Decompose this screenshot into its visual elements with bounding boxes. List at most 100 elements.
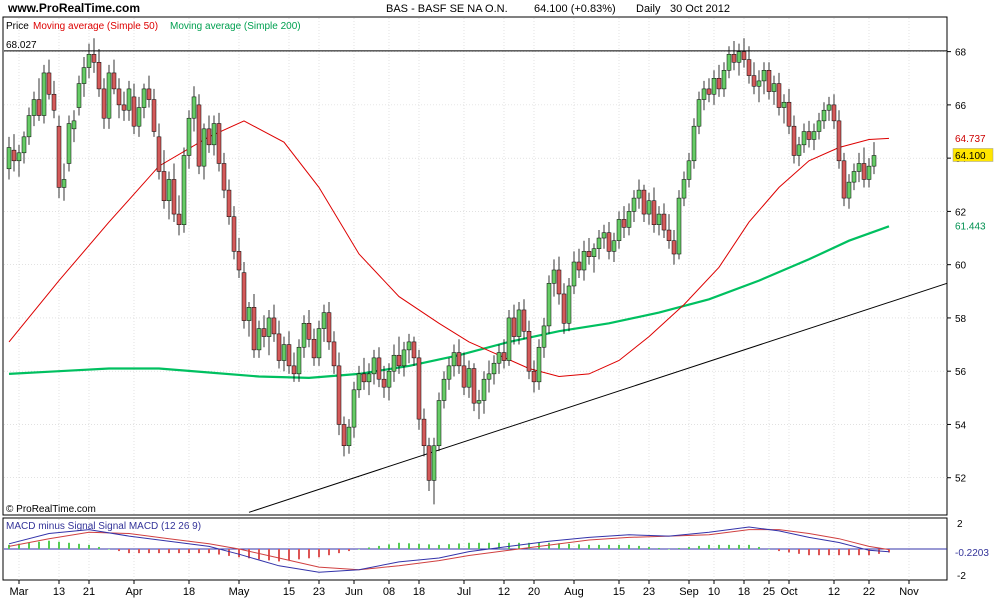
macd-bar [358, 549, 360, 550]
candle [861, 147, 867, 188]
macd-bar [888, 549, 890, 553]
macd-bar [628, 544, 630, 549]
candle-body [406, 341, 412, 351]
candle-body [456, 352, 462, 367]
macd-bar [288, 549, 290, 561]
time-axis: Mar 13 21 Apr 18 May 15 23 Jun 08 18 Jul 12 20 Aug 15 23… [10, 580, 919, 598]
macd-bar [608, 544, 610, 549]
macd-bar [318, 549, 320, 558]
candle [326, 301, 332, 350]
candle-body [96, 62, 102, 90]
candle-body [441, 378, 447, 401]
candle-body [731, 54, 737, 63]
candle [396, 336, 402, 374]
candle-body [281, 344, 287, 361]
macd-axis: 2 -2 -0.2203 [955, 519, 989, 582]
macd-bar [768, 549, 770, 550]
candle [306, 309, 312, 348]
candle [191, 86, 197, 132]
candle-body [131, 96, 137, 127]
macd-bar [568, 543, 570, 549]
candle [616, 211, 622, 249]
candle [301, 315, 307, 358]
candle-body [401, 349, 407, 367]
candle-body [381, 378, 387, 388]
x-tick-label: 22 [863, 586, 875, 598]
candle [501, 339, 507, 369]
candle [141, 83, 147, 119]
macd-bar [388, 544, 390, 549]
macd-value-tag: -0.2203 [955, 548, 989, 559]
candle-body [331, 341, 337, 367]
instrument-name: BAS - BASF SE NA O.N. [386, 3, 508, 15]
candle [656, 206, 662, 236]
macd-bar [808, 549, 810, 556]
candle [241, 262, 247, 329]
candle [351, 381, 357, 438]
candle-body [561, 293, 567, 324]
site-title[interactable]: www.ProRealTime.com [7, 1, 140, 15]
candle-body [571, 261, 577, 287]
candle [51, 80, 57, 119]
candle-body [451, 352, 457, 367]
candle [651, 187, 657, 233]
candle [441, 371, 447, 409]
candle-body [681, 179, 687, 199]
candle [776, 72, 782, 116]
macd-bar [588, 544, 590, 549]
candle-body [751, 75, 757, 87]
candle-body [781, 101, 787, 108]
candle-body [871, 155, 877, 167]
candle-body [831, 104, 837, 122]
macd-bar [398, 542, 400, 549]
candle [866, 158, 872, 188]
macd-bar [128, 549, 130, 554]
candle [176, 195, 182, 236]
candle-body [36, 99, 42, 116]
macd-bar [658, 547, 660, 549]
candle [761, 62, 767, 95]
candle [831, 94, 837, 129]
candle [436, 392, 442, 452]
candle [556, 256, 562, 305]
candle [356, 365, 362, 398]
candle [536, 339, 542, 390]
x-tick-label: Sep [679, 586, 699, 598]
y-tick-label: 58 [955, 314, 967, 325]
candle [456, 339, 462, 374]
candle [856, 152, 862, 183]
candle [276, 320, 282, 369]
candle-body [116, 88, 122, 106]
macd-lines [8, 526, 890, 573]
candle [186, 110, 192, 169]
candle [851, 163, 857, 191]
candle-body [826, 104, 832, 111]
candle [766, 62, 772, 100]
candle [771, 75, 777, 105]
candle [156, 123, 162, 180]
candle-body [216, 123, 222, 164]
candle-body [371, 357, 377, 375]
candle-body [601, 232, 607, 239]
candle-body [716, 78, 722, 90]
y-tick-label: 54 [955, 420, 967, 431]
macd-bar [758, 546, 760, 549]
candle [646, 192, 652, 225]
candle-body [376, 357, 382, 380]
candle [836, 110, 842, 169]
candle [786, 88, 792, 135]
candle-body [641, 189, 647, 215]
candle-body [121, 104, 127, 111]
macd-bar [518, 542, 520, 549]
candle-body [846, 181, 852, 199]
candle [591, 243, 597, 273]
candle-body [81, 67, 87, 84]
candle-body [536, 346, 542, 383]
x-tick-label: 08 [383, 586, 395, 598]
candle-body [776, 83, 782, 108]
candle-body [326, 312, 332, 343]
candle-body [461, 365, 467, 388]
candle-body [396, 354, 402, 367]
macd-bar [428, 544, 430, 549]
candle [261, 315, 267, 348]
